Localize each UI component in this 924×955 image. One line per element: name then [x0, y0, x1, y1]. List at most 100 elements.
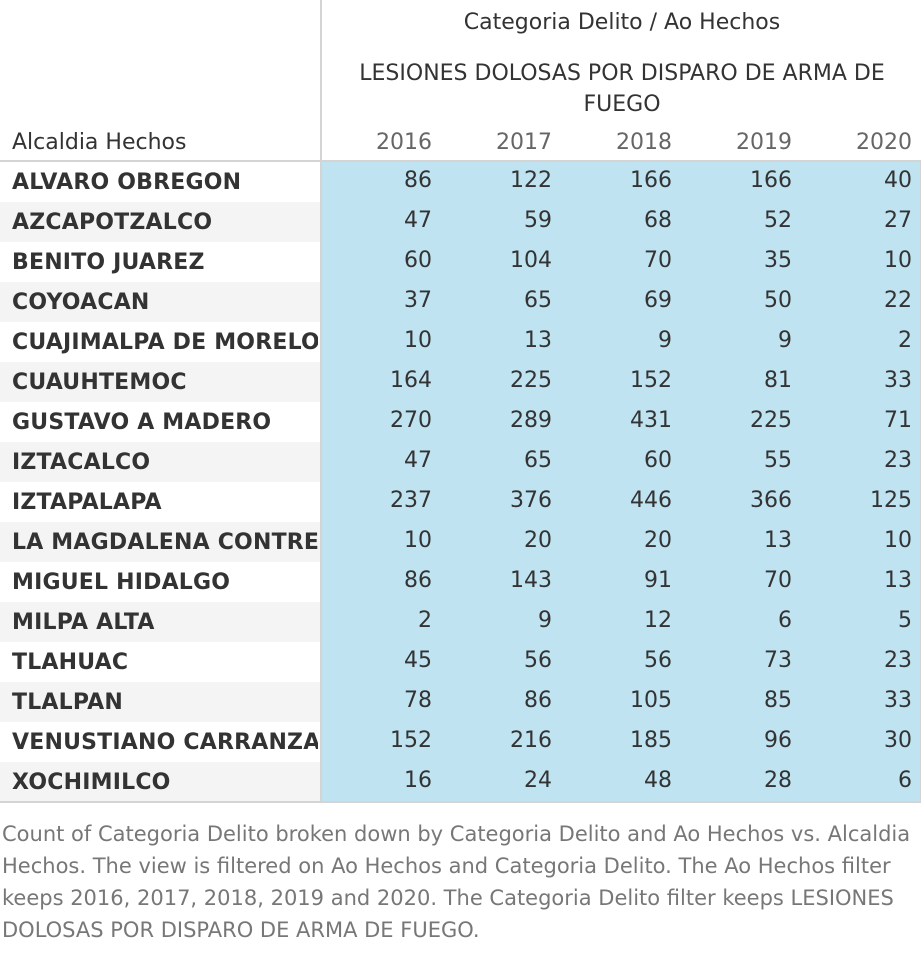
value-cell-2018: 48 — [644, 768, 672, 793]
value-cell-2017: 376 — [510, 488, 552, 513]
value-cell-2020: 40 — [884, 168, 912, 193]
value-cell-2019: 81 — [764, 368, 792, 393]
table-row: MIGUEL HIDALGO 86 143 91 70 13 — [0, 562, 920, 602]
row-header-title: Alcaldia Hechos — [12, 130, 187, 155]
table-row: BENITO JUAREZ 60 104 70 35 10 — [0, 242, 920, 282]
value-cell-2019: 55 — [764, 448, 792, 473]
table-row: CUAUHTEMOC 164 225 152 81 33 — [0, 362, 920, 402]
table-row: COYOACAN 37 65 69 50 22 — [0, 282, 920, 322]
row-header-background — [0, 162, 320, 202]
value-cell-2018: 60 — [644, 448, 672, 473]
header-divider — [0, 160, 921, 162]
value-cell-2018: 431 — [630, 408, 672, 433]
row-header-background — [0, 442, 320, 482]
value-cell-2016: 86 — [404, 568, 432, 593]
value-cell-2016: 45 — [404, 648, 432, 673]
value-cell-2019: 96 — [764, 728, 792, 753]
value-cell-2017: 216 — [510, 728, 552, 753]
table-bottom-border — [0, 801, 921, 803]
chart-caption: Count of Categoria Delito broken down by… — [2, 822, 911, 942]
year-header-2019: 2019 — [736, 130, 792, 155]
value-cell-2016: 16 — [404, 768, 432, 793]
value-cell-2020: 10 — [884, 528, 912, 553]
value-cell-2016: 237 — [390, 488, 432, 513]
table-row: GUSTAVO A MADERO 270 289 431 225 71 — [0, 402, 920, 442]
table-row: MILPA ALTA 2 9 12 6 5 — [0, 602, 920, 642]
value-cell-2020: 6 — [898, 768, 912, 793]
value-cell-2018: 68 — [644, 208, 672, 233]
value-cells-background — [322, 162, 920, 801]
row-label: GUSTAVO A MADERO — [12, 410, 272, 435]
value-cell-2017: 225 — [510, 368, 552, 393]
row-label: XOCHIMILCO — [12, 770, 171, 795]
row-label: MILPA ALTA — [12, 610, 155, 635]
row-header-background — [0, 762, 320, 802]
row-header-divider — [320, 0, 322, 803]
value-cell-2017: 65 — [524, 448, 552, 473]
row-header-background — [0, 362, 320, 402]
value-cell-2019: 70 — [764, 568, 792, 593]
value-cell-2017: 59 — [524, 208, 552, 233]
row-header-background — [0, 682, 320, 722]
value-cell-2018: 152 — [630, 368, 672, 393]
value-cell-2018: 70 — [644, 248, 672, 273]
value-cell-2018: 12 — [644, 608, 672, 633]
value-cell-2016: 164 — [390, 368, 432, 393]
value-cell-2020: 27 — [884, 208, 912, 233]
value-cell-2018: 9 — [658, 328, 672, 353]
value-cell-2019: 366 — [750, 488, 792, 513]
table-row: TLAHUAC 45 56 56 73 23 — [0, 642, 920, 682]
value-cell-2016: 270 — [390, 408, 432, 433]
row-header-background — [0, 322, 320, 362]
row-header-background — [0, 522, 320, 562]
value-cell-2017: 289 — [510, 408, 552, 433]
row-label: COYOACAN — [12, 290, 150, 315]
value-cell-2016: 2 — [418, 608, 432, 633]
value-cell-2017: 104 — [510, 248, 552, 273]
value-cell-2017: 56 — [524, 648, 552, 673]
value-cell-2017: 20 — [524, 528, 552, 553]
value-cell-2019: 28 — [764, 768, 792, 793]
row-label: TLALPAN — [12, 690, 124, 715]
value-cell-2018: 185 — [630, 728, 672, 753]
value-cell-2018: 105 — [630, 688, 672, 713]
value-cell-2019: 6 — [778, 608, 792, 633]
measure-title: LESIONES DOLOSAS POR DISPARO DE ARMA DE … — [359, 61, 885, 117]
row-label: MIGUEL HIDALGO — [12, 570, 231, 595]
value-cell-2016: 60 — [404, 248, 432, 273]
value-cell-2020: 33 — [884, 368, 912, 393]
table-right-border — [920, 160, 921, 803]
value-cell-2018: 166 — [630, 168, 672, 193]
value-cell-2020: 23 — [884, 648, 912, 673]
value-cell-2018: 56 — [644, 648, 672, 673]
value-cell-2016: 86 — [404, 168, 432, 193]
value-cell-2019: 225 — [750, 408, 792, 433]
value-cell-2017: 143 — [510, 568, 552, 593]
value-cell-2016: 78 — [404, 688, 432, 713]
value-cell-2019: 9 — [778, 328, 792, 353]
row-header-background — [0, 402, 320, 442]
value-cell-2018: 446 — [630, 488, 672, 513]
value-cell-2020: 33 — [884, 688, 912, 713]
row-header-background — [0, 482, 320, 522]
value-cell-2016: 47 — [404, 208, 432, 233]
value-cell-2019: 50 — [764, 288, 792, 313]
value-cell-2017: 122 — [510, 168, 552, 193]
row-label: BENITO JUAREZ — [12, 250, 205, 275]
value-cell-2020: 30 — [884, 728, 912, 753]
row-header-background — [0, 562, 320, 602]
row-label: LA MAGDALENA CONTRER.. — [12, 530, 318, 555]
row-label: IZTACALCO — [12, 450, 151, 475]
row-header-background — [0, 282, 320, 322]
row-label: ALVARO OBREGON — [12, 170, 242, 195]
value-cell-2016: 152 — [390, 728, 432, 753]
value-cell-2019: 166 — [750, 168, 792, 193]
row-header-background — [0, 242, 320, 282]
table-row: XOCHIMILCO 16 24 48 28 6 — [0, 762, 920, 802]
row-header-background — [0, 602, 320, 642]
value-cell-2017: 13 — [524, 328, 552, 353]
column-header-title: Categoria Delito / Ao Hechos — [463, 10, 781, 35]
value-cell-2020: 23 — [884, 448, 912, 473]
value-cell-2017: 65 — [524, 288, 552, 313]
row-header-background — [0, 202, 320, 242]
